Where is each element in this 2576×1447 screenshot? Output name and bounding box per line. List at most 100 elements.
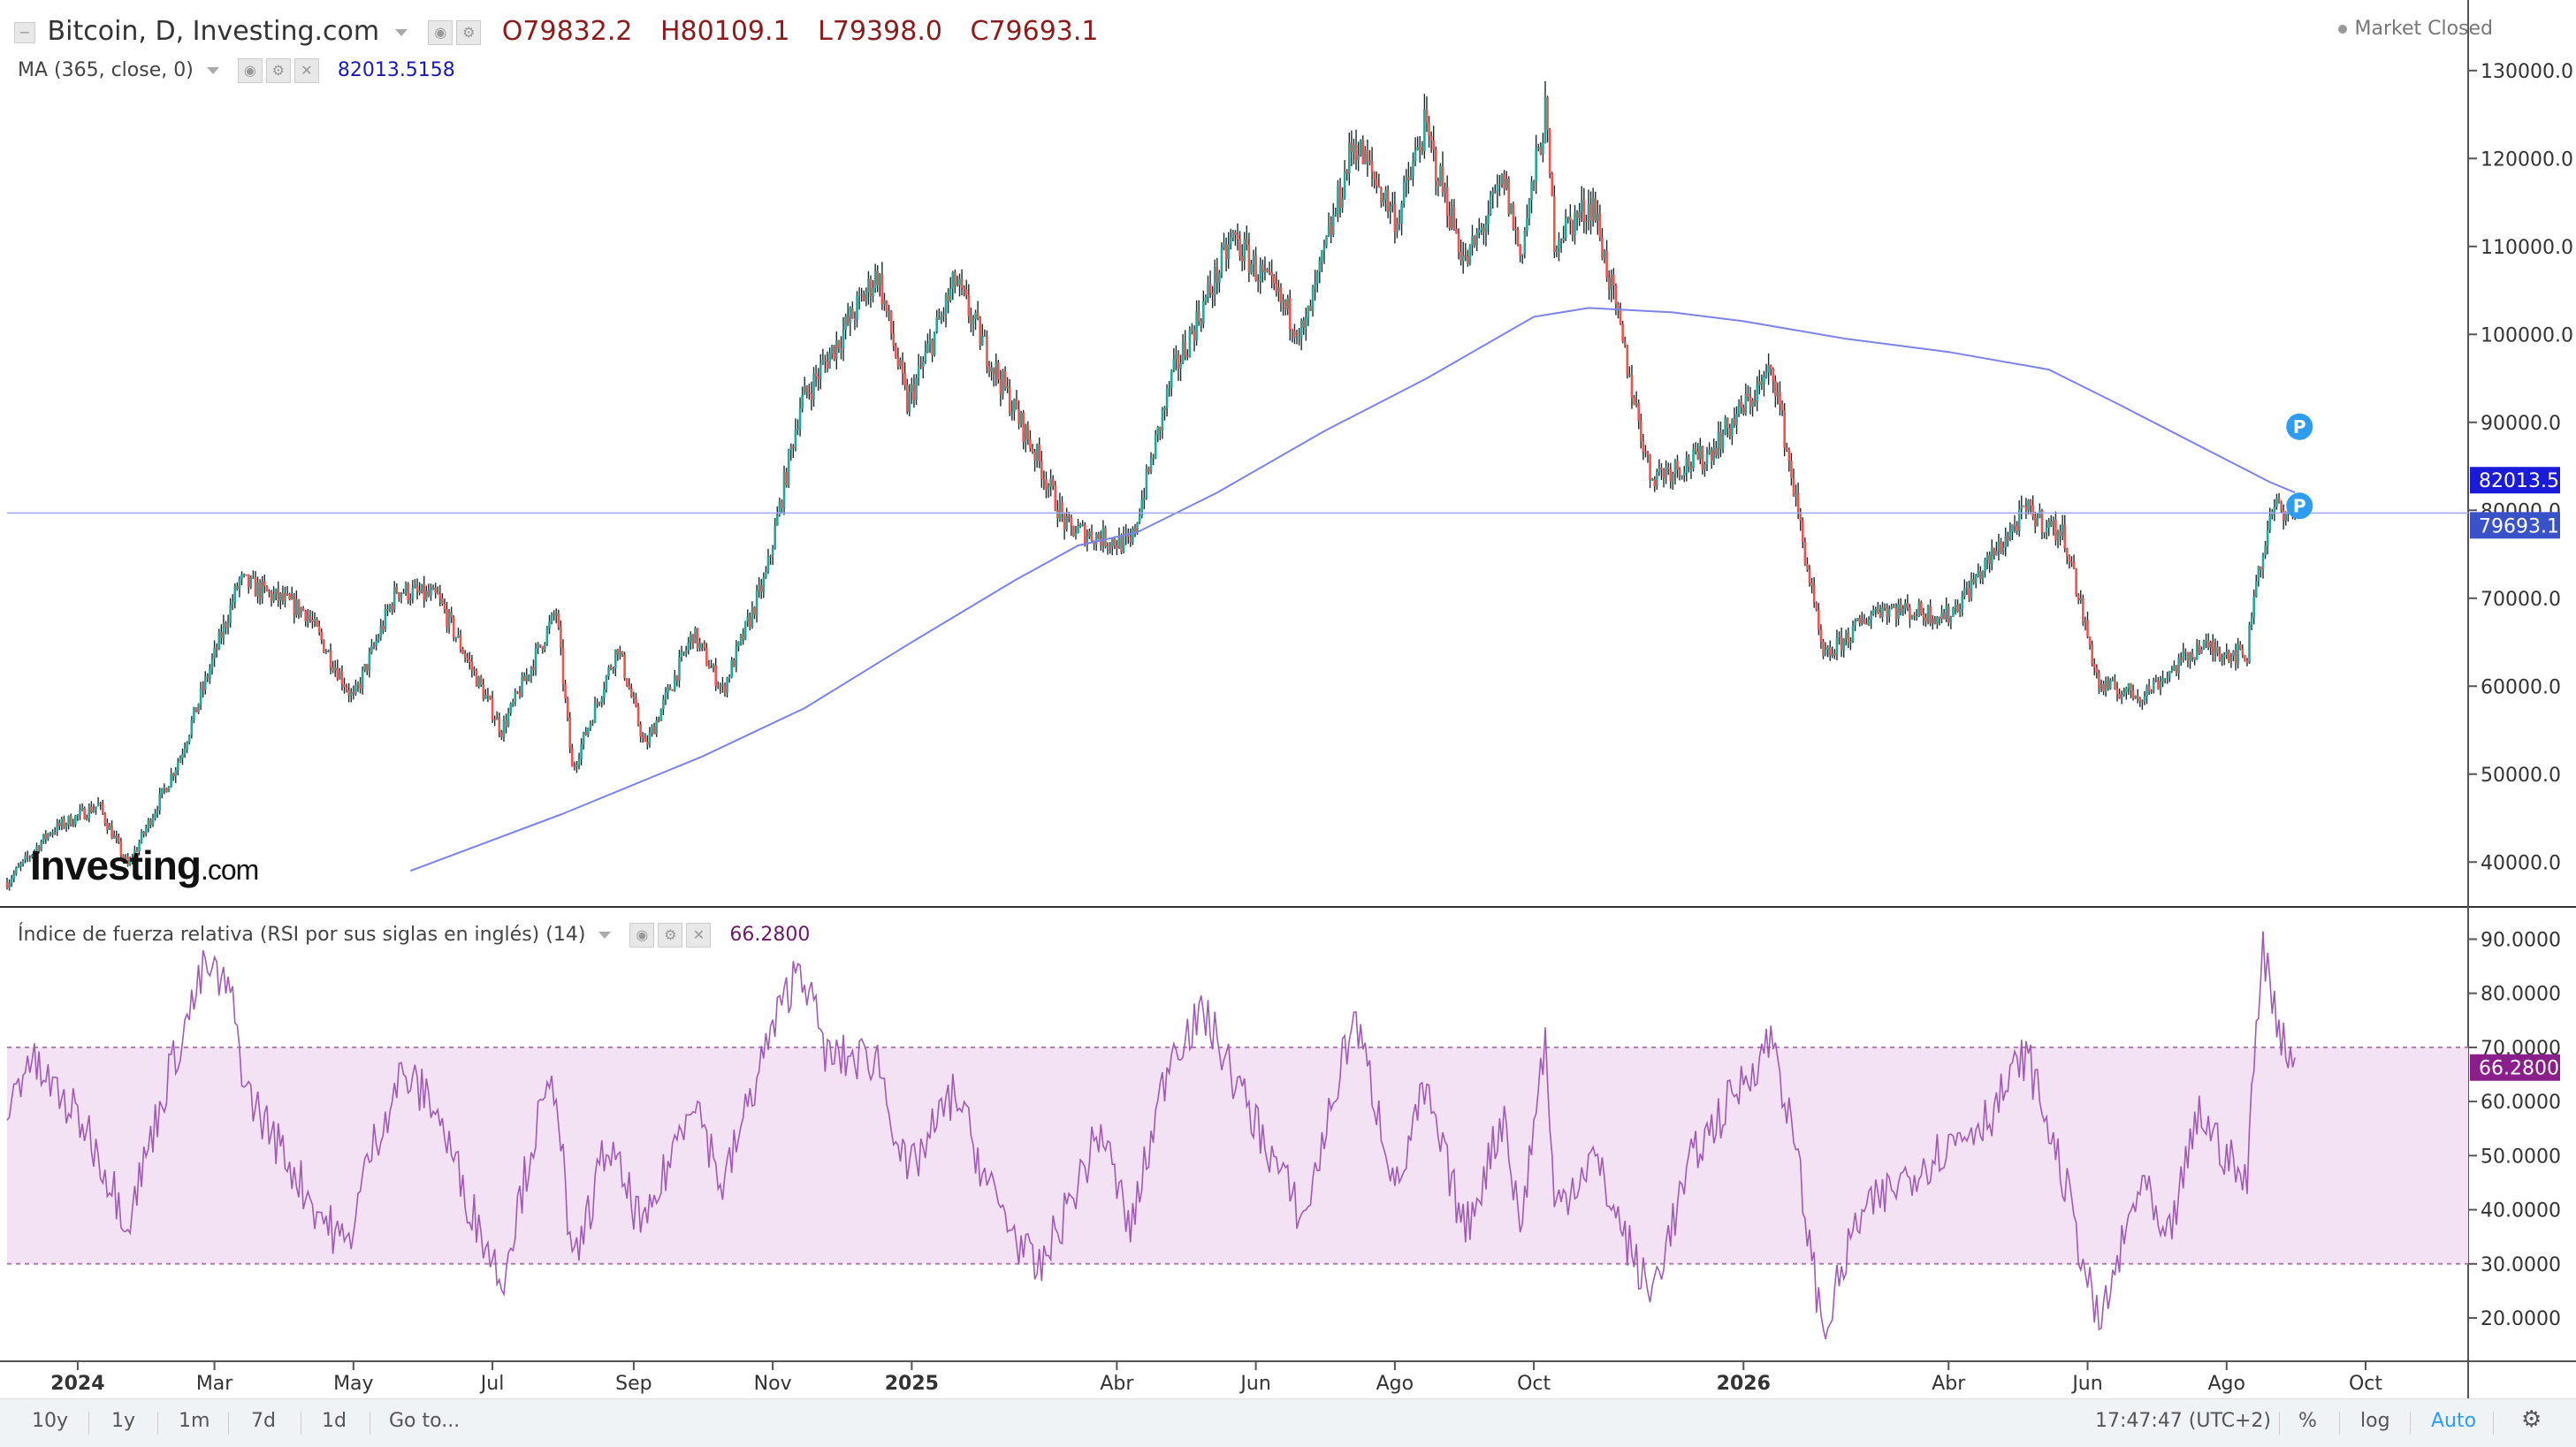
candle-body [849, 308, 852, 324]
candle-body [1113, 538, 1117, 546]
candle-body [1498, 184, 1501, 186]
candle-body [1386, 190, 1390, 212]
candle-body [1393, 204, 1397, 232]
event-marker-icon[interactable] [2286, 413, 2313, 440]
candle-body [842, 329, 845, 349]
candle-body [2193, 658, 2196, 660]
candle-body [580, 744, 583, 759]
candle-body [1259, 264, 1262, 282]
candle-body [290, 595, 293, 599]
candle-body [721, 684, 724, 686]
candle-body [908, 392, 911, 412]
candle-body [2195, 645, 2199, 660]
range-7d-button[interactable]: 7d [251, 1410, 276, 1432]
collapse-icon[interactable]: − [14, 21, 35, 43]
candle-body [1523, 230, 1527, 255]
time-tick-label: Ago [1376, 1373, 1414, 1395]
rsi-tick-label: 50.0000 [2481, 1146, 2561, 1168]
ma-dropdown-icon[interactable] [206, 67, 219, 74]
rsi-gear-icon[interactable]: ⚙ [658, 923, 683, 948]
candle-body [1240, 255, 1244, 262]
candle-body [441, 598, 444, 605]
candle-body [1170, 369, 1173, 388]
rsi-eye-icon[interactable]: ◉ [629, 923, 655, 948]
candle-body [226, 622, 230, 628]
time-tick-label: 2026 [1717, 1373, 1771, 1395]
title-dropdown-icon[interactable] [394, 28, 408, 36]
candle-body [101, 803, 104, 814]
range-1y-button[interactable]: 1y [111, 1410, 136, 1432]
rsi-close-icon[interactable]: ✕ [686, 923, 712, 948]
candle-body [545, 628, 549, 644]
candle-body [1229, 237, 1232, 245]
candle-body [1380, 187, 1383, 203]
candle-body [903, 373, 906, 385]
ma-gear-icon[interactable]: ⚙ [265, 58, 291, 83]
candle-body [1582, 200, 1586, 222]
chart-svg[interactable]: 130000.0 120000.0 110000.0 100000.0 90000.0 8… [0, 0, 2576, 1398]
candle-body [1510, 203, 1513, 215]
candle-body [115, 835, 118, 838]
candle-body [682, 651, 685, 653]
rsi-dropdown-icon[interactable] [598, 932, 612, 939]
candle-body [2238, 644, 2242, 650]
candle-body [1083, 524, 1086, 545]
candle-body [522, 676, 526, 682]
candle-body [817, 376, 819, 379]
candle-body [118, 837, 120, 842]
log-toggle[interactable]: log [2360, 1410, 2390, 1432]
candle-body [72, 824, 75, 826]
candle-body [2075, 568, 2077, 596]
goto-button[interactable]: Go to... [389, 1410, 461, 1432]
candle-body [1473, 236, 1476, 246]
candle-body [1468, 245, 1472, 264]
candle-body [1298, 337, 1300, 339]
clock-display[interactable]: 17:47:47 (UTC+2) [2095, 1410, 2272, 1432]
event-marker-icon[interactable] [2286, 492, 2313, 520]
candle-body [2157, 681, 2160, 689]
candle-body [1330, 225, 1332, 235]
range-1d-button[interactable]: 1d [322, 1410, 347, 1432]
candle-body [1607, 277, 1611, 290]
candle-body [796, 429, 799, 430]
candle-body [1482, 227, 1485, 232]
candle-body [2244, 655, 2246, 661]
candle-body [905, 385, 909, 412]
candle-body [284, 594, 286, 601]
candle-body [1639, 421, 1642, 442]
candle-body [698, 643, 701, 648]
candle-body [2275, 498, 2278, 507]
candle-body [862, 294, 865, 301]
candle-body [461, 649, 464, 654]
candle-body [1090, 530, 1094, 541]
percent-toggle[interactable]: % [2298, 1410, 2317, 1432]
ma-close-icon[interactable]: ✕ [293, 58, 319, 83]
range-10y-button[interactable]: 10y [32, 1410, 69, 1432]
candle-body [833, 345, 836, 359]
candle-body [1924, 617, 1927, 622]
candle-body [794, 430, 797, 449]
candle-body [1314, 283, 1316, 287]
gear-icon[interactable]: ⚙ [456, 19, 482, 45]
candle-body [1787, 449, 1791, 461]
candle-body [2161, 678, 2164, 682]
candle-body [678, 657, 681, 682]
market-status-dot-icon [2338, 25, 2348, 34]
candle-body [544, 644, 546, 650]
settings-gear-icon[interactable]: ⚙ [2521, 1406, 2542, 1433]
candle-body [1445, 187, 1449, 216]
ma-eye-icon[interactable]: ◉ [237, 58, 263, 83]
candle-body [753, 606, 756, 615]
range-1m-button[interactable]: 1m [179, 1410, 210, 1432]
time-tick-label: Abr [1100, 1373, 1134, 1395]
eye-icon[interactable]: ◉ [428, 19, 453, 45]
candle-body [391, 605, 393, 610]
candle-body [1029, 439, 1032, 449]
candle-body [1184, 342, 1187, 356]
candle-body [1685, 457, 1688, 473]
candle-body [119, 842, 123, 856]
auto-toggle[interactable]: Auto [2431, 1410, 2477, 1432]
candle-body [926, 344, 929, 353]
candle-body [1220, 248, 1223, 273]
candle-body [860, 293, 863, 295]
